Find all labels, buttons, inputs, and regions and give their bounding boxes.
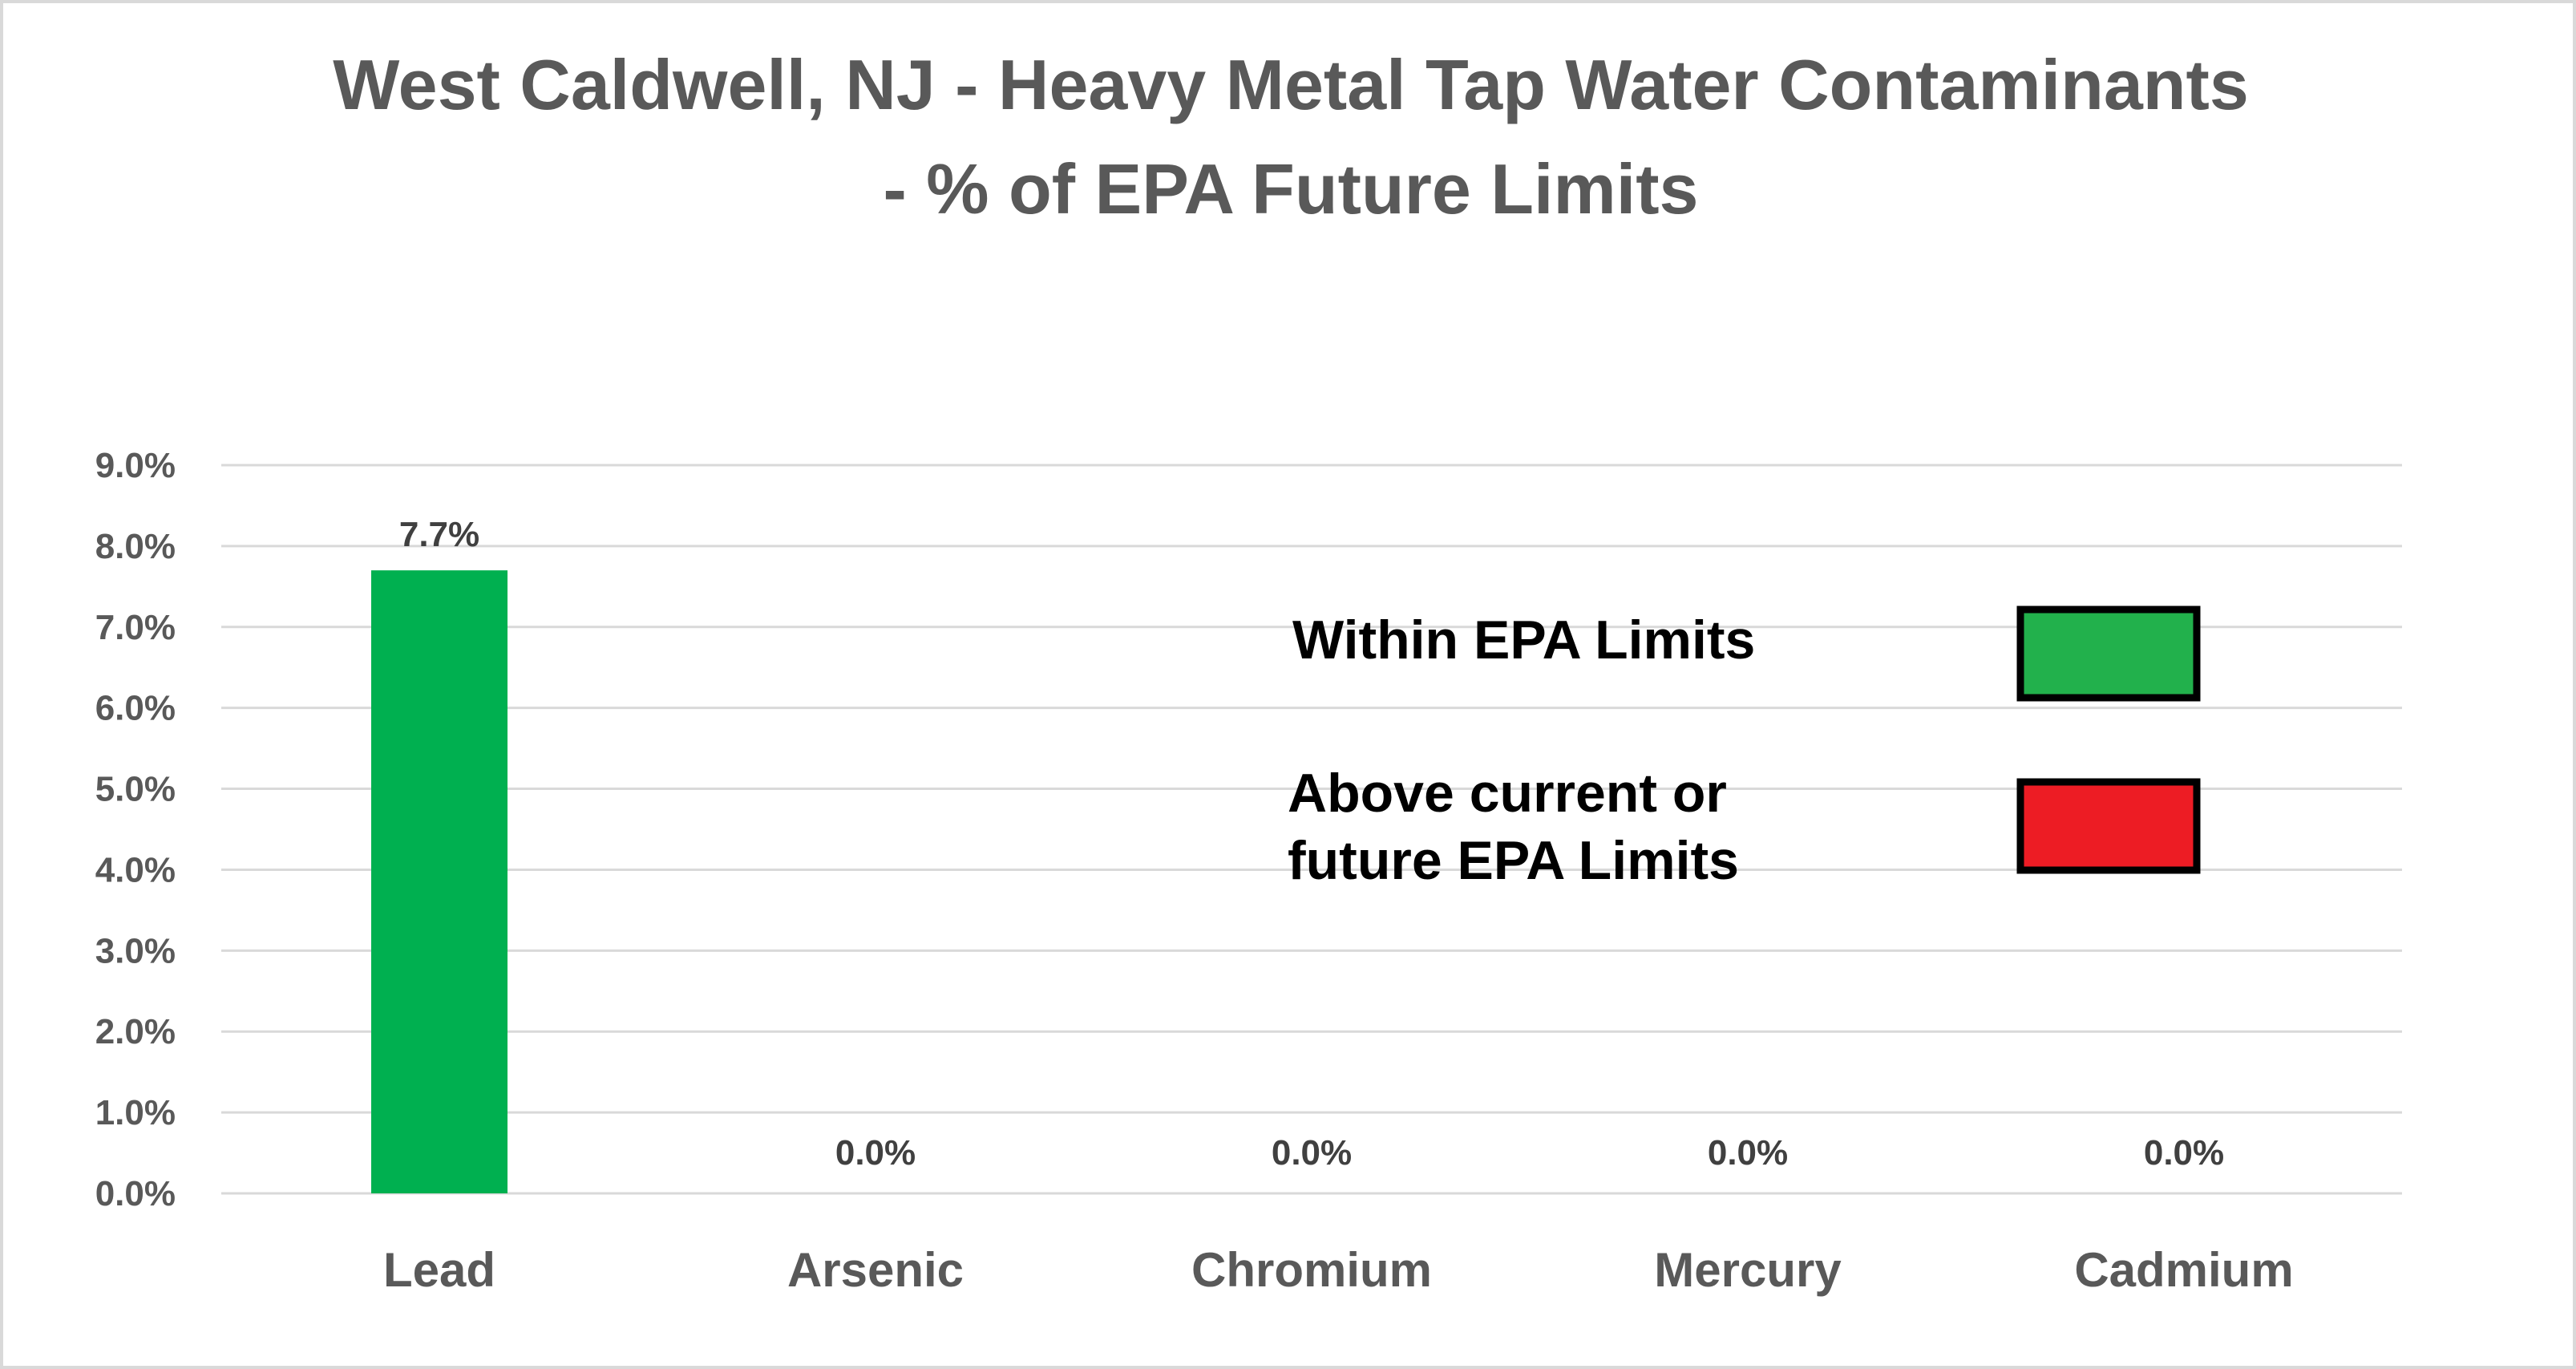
legend-swatch	[2016, 606, 2201, 702]
legend: Within EPA Limits Above current orfuture …	[1288, 606, 2201, 891]
y-tick-label: 4.0%	[95, 850, 176, 889]
category-label: Cadmium	[2074, 1243, 2293, 1297]
data-label: 0.0%	[1272, 1133, 1352, 1173]
data-labels: 7.7% 0.0% 0.0% 0.0% 0.0%	[399, 515, 2224, 1173]
y-tick-label: 6.0%	[95, 689, 176, 728]
legend-swatch	[2016, 778, 2201, 874]
chart-title-line-1: West Caldwell, NJ - Heavy Metal Tap Wate…	[333, 45, 2249, 124]
y-tick-label: 8.0%	[95, 527, 176, 566]
category-label: Mercury	[1654, 1243, 1842, 1297]
gridlines	[221, 464, 2402, 1195]
bar-chart: West Caldwell, NJ - Heavy Metal Tap Wate…	[95, 45, 2402, 1297]
y-tick-label: 1.0%	[95, 1093, 176, 1132]
y-tick-label: 5.0%	[95, 770, 176, 809]
y-tick-label: 7.0%	[95, 608, 176, 647]
category-label: Chromium	[1191, 1243, 1432, 1297]
y-tick-label: 3.0%	[95, 931, 176, 970]
bar-lead	[371, 570, 508, 1193]
y-tick-label: 2.0%	[95, 1012, 176, 1051]
legend-label: future EPA Limits	[1288, 830, 1739, 891]
y-tick-label: 0.0%	[95, 1174, 176, 1213]
x-axis-categories: Lead Arsenic Chromium Mercury Cadmium	[383, 1243, 2294, 1297]
legend-label: Within EPA Limits	[1292, 610, 1755, 670]
data-label: 7.7%	[399, 515, 479, 554]
data-label: 0.0%	[2144, 1133, 2224, 1173]
bars	[371, 570, 508, 1193]
data-label: 0.0%	[835, 1133, 916, 1173]
category-label: Lead	[383, 1243, 495, 1297]
legend-label: Above current or	[1288, 763, 1727, 824]
data-label: 0.0%	[1708, 1133, 1788, 1173]
category-label: Arsenic	[787, 1243, 964, 1297]
y-axis-ticks: 0.0% 1.0% 2.0% 3.0% 4.0% 5.0% 6.0% 7.0% 8.0% 9.0%	[95, 446, 176, 1213]
chart-title-line-2: - % of EPA Future Limits	[884, 149, 1699, 229]
y-tick-label: 9.0%	[95, 446, 176, 485]
